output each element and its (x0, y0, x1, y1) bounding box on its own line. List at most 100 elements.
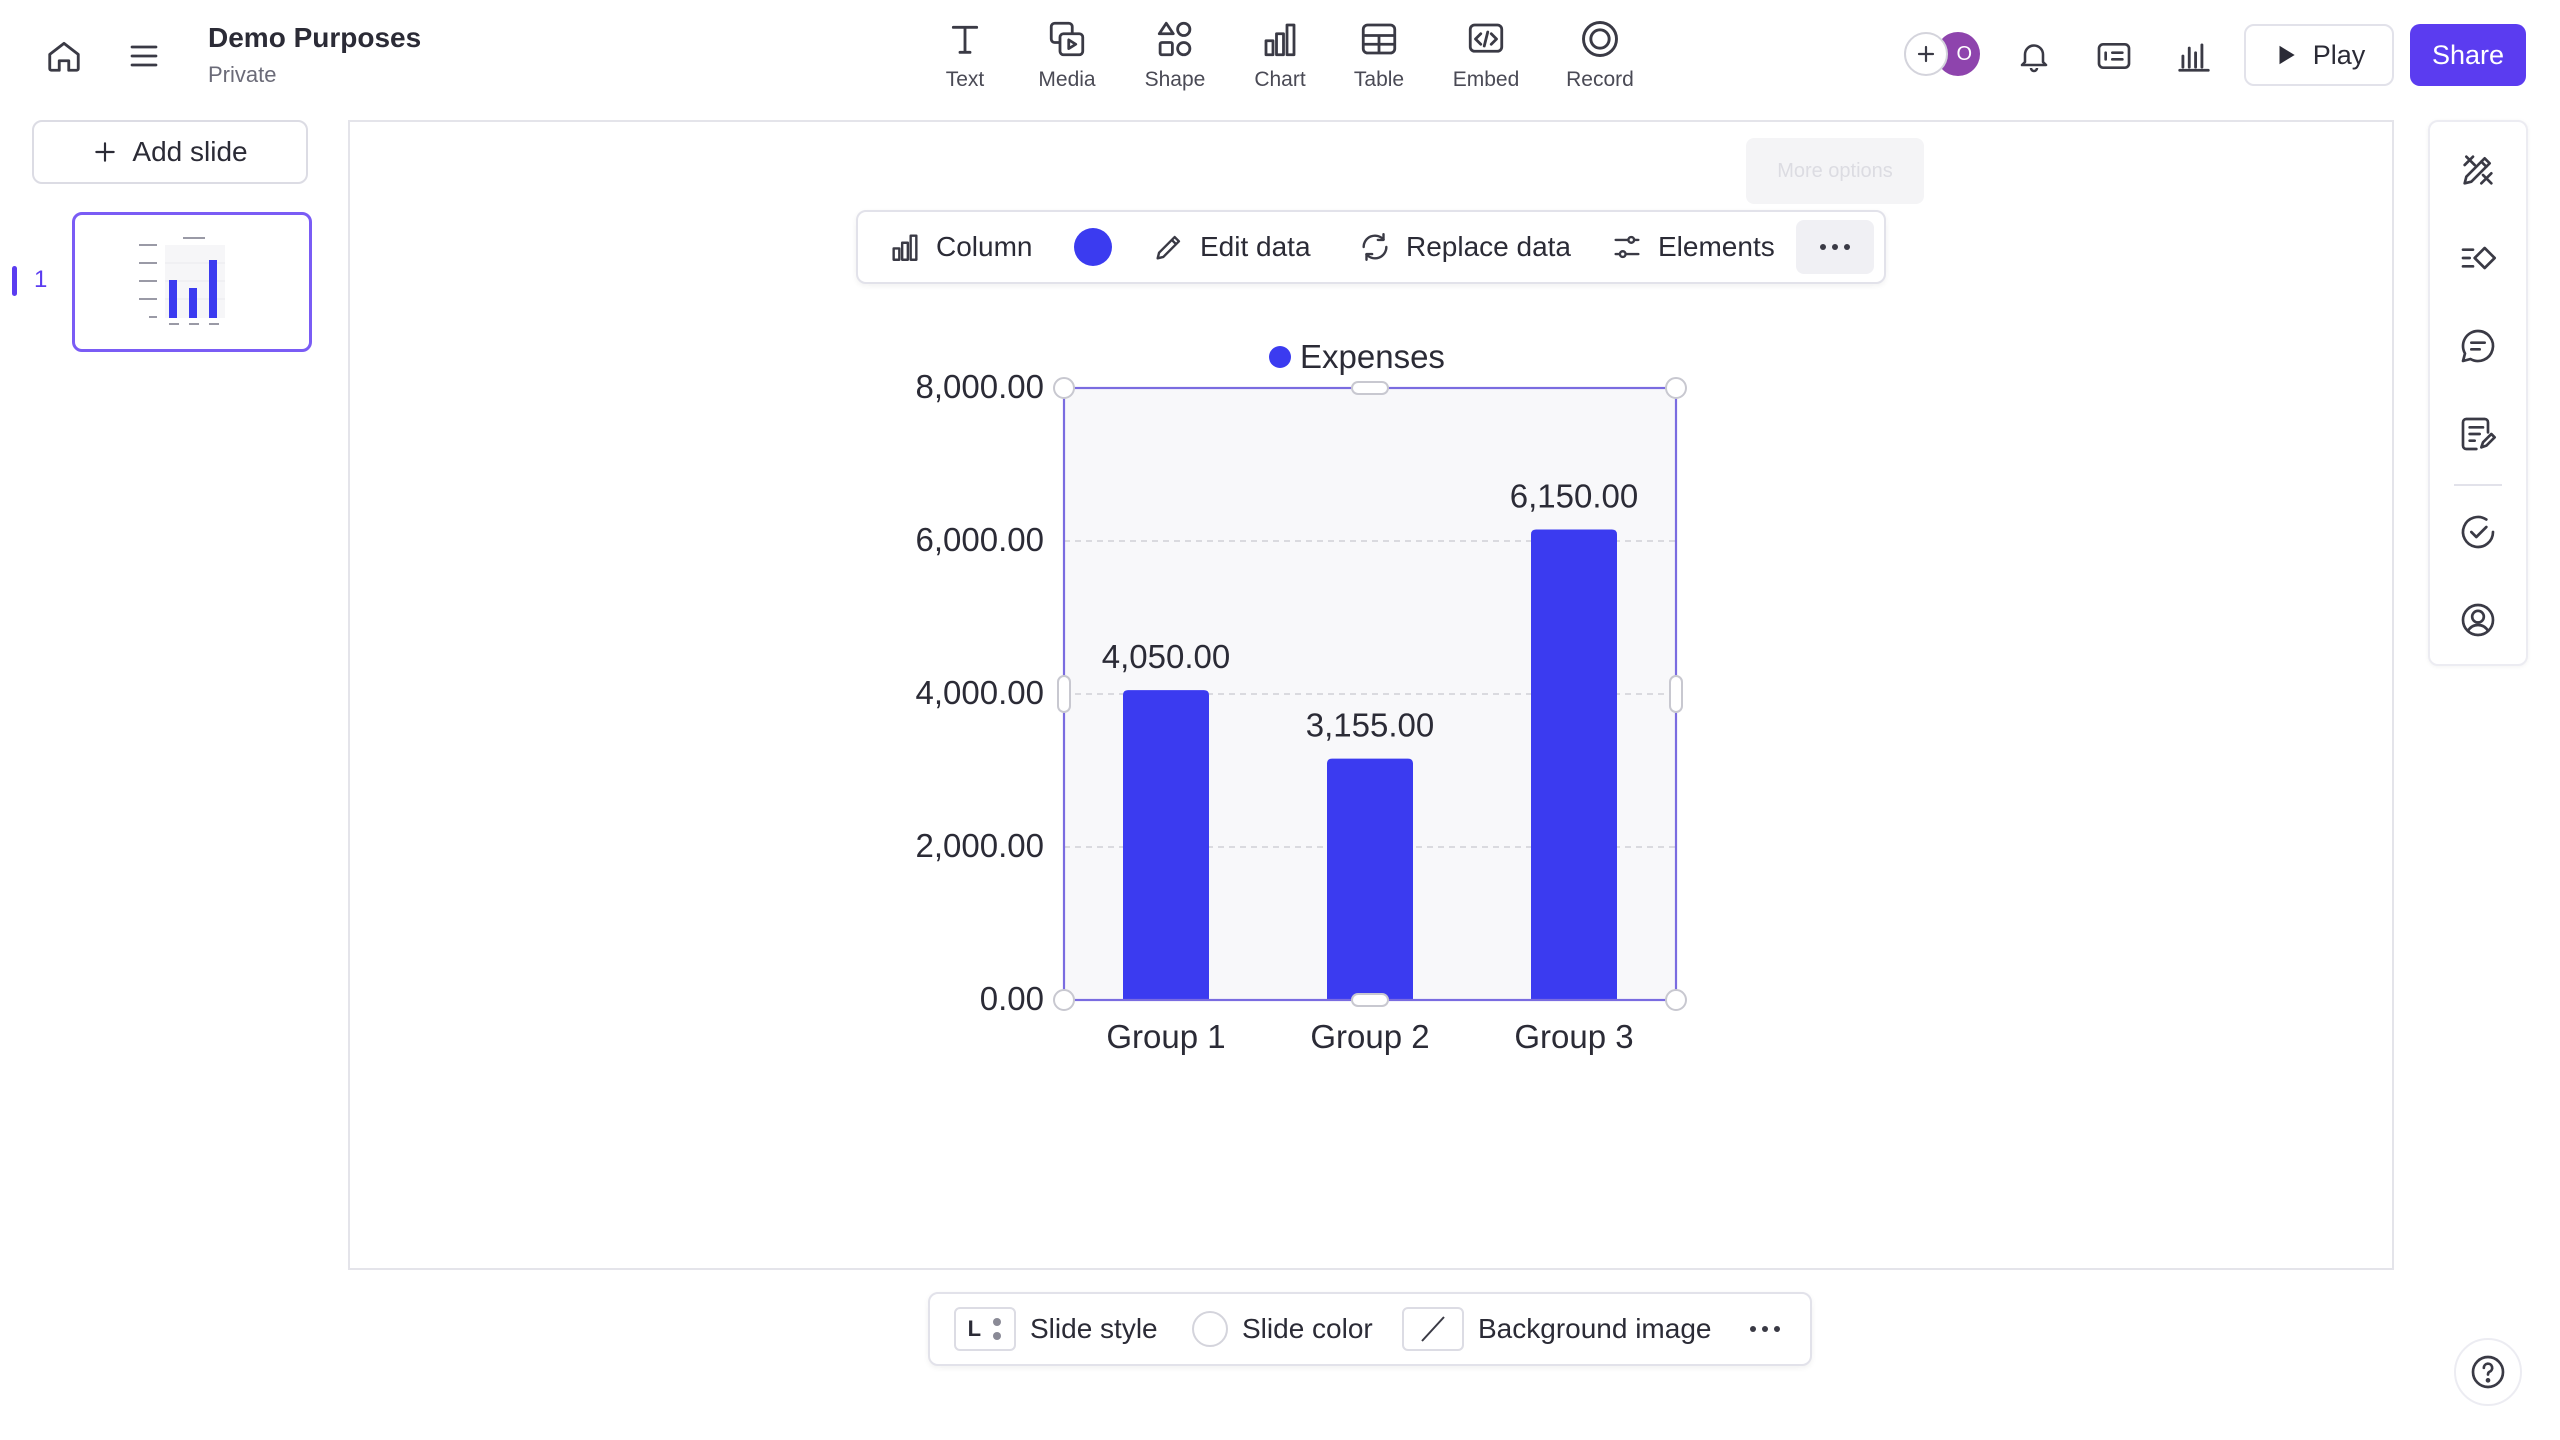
tool-media[interactable]: Media (1032, 14, 1102, 98)
plus-icon (1917, 45, 1935, 63)
y-tick-label: 6,000.00 (916, 521, 1044, 558)
media-icon (1049, 21, 1085, 57)
results-button[interactable] (2166, 28, 2222, 84)
y-tick-label: 8,000.00 (916, 368, 1044, 405)
edit-data-label: Edit data (1200, 231, 1311, 262)
right-sidebar (2428, 120, 2528, 666)
play-label: Play (2312, 39, 2366, 70)
data-label: 3,155.00 (1306, 707, 1434, 744)
presenter-card-icon (2097, 43, 2131, 69)
hamburger-icon (130, 45, 158, 67)
chart-type-button[interactable]: Column (888, 212, 1032, 282)
tool-embed[interactable]: Embed (1451, 14, 1521, 98)
play-icon (2279, 45, 2295, 65)
avatar-initial: O (1956, 42, 1972, 65)
help-button[interactable] (2454, 1338, 2522, 1406)
bar (1123, 690, 1209, 1000)
bar-chart-icon (2178, 43, 2210, 72)
checklist-button[interactable] (2430, 500, 2526, 564)
data-label: 4,050.00 (1102, 638, 1230, 675)
legend-marker (1269, 346, 1291, 368)
plus-icon (95, 142, 116, 162)
more-options-button[interactable] (1796, 220, 1874, 274)
interactivity-button[interactable] (2430, 226, 2526, 290)
presenter-view-button[interactable] (2086, 28, 2142, 84)
background-image-button[interactable]: Background image (1402, 1294, 1711, 1364)
tool-chart[interactable]: Chart (1250, 14, 1310, 98)
speaker-notes-button[interactable] (2430, 402, 2526, 466)
edit-data-button[interactable]: Edit data (1152, 212, 1311, 282)
slide-number: 1 (34, 266, 48, 293)
sliders-icon (1614, 235, 1640, 259)
record-icon (1582, 21, 1618, 57)
slide-style-button[interactable]: L Slide style (954, 1294, 1158, 1364)
active-slide-indicator (12, 266, 17, 296)
replace-data-button[interactable]: Replace data (1358, 212, 1571, 282)
tool-shape[interactable]: Shape (1140, 14, 1210, 98)
design-tools-button[interactable] (2430, 138, 2526, 202)
tool-text[interactable]: Text (935, 14, 995, 98)
invite-collaborator-button[interactable] (1904, 32, 1948, 76)
y-tick-label: 4,000.00 (916, 674, 1044, 711)
x-tick-label: Group 2 (1310, 1018, 1429, 1055)
resize-handle-edge (1351, 993, 1389, 1007)
bar (1327, 758, 1413, 1000)
tool-media-label: Media (1038, 68, 1096, 91)
home-button[interactable] (36, 28, 92, 84)
profile-button[interactable] (2430, 588, 2526, 652)
resize-handle-corner (1053, 377, 1075, 399)
help-icon (2471, 1355, 2505, 1389)
chart-type-label: Column (936, 231, 1033, 262)
tool-shape-label: Shape (1144, 68, 1206, 91)
x-tick-label: Group 1 (1106, 1018, 1225, 1055)
resize-handle-edge (1351, 381, 1389, 395)
add-slide-button[interactable]: Add slide (32, 120, 308, 184)
elements-label: Elements (1658, 231, 1775, 262)
slide-color-swatch (1192, 1311, 1228, 1347)
replace-data-label: Replace data (1406, 231, 1572, 262)
tool-record[interactable]: Record (1563, 14, 1637, 98)
slide-style-label: Slide style (1030, 1313, 1158, 1344)
document-visibility: Private (208, 62, 277, 87)
background-image-label: Background image (1478, 1313, 1712, 1344)
notes-icon (2461, 417, 2496, 451)
tool-chart-label: Chart (1254, 68, 1306, 91)
menu-button[interactable] (116, 28, 172, 84)
interactivity-icon (2461, 246, 2496, 270)
chart-color-swatch[interactable] (1074, 228, 1112, 266)
column-chart-icon (892, 234, 918, 261)
resize-handle-corner (1053, 989, 1075, 1011)
embed-icon (1468, 23, 1504, 53)
tool-table-label: Table (1353, 68, 1405, 91)
more-options-tooltip: More options (1746, 138, 1924, 204)
chart-toolbar: Column Edit data Replace data Elements (856, 210, 1886, 284)
more-horizontal-icon (1820, 244, 1850, 250)
tool-record-label: Record (1566, 68, 1634, 91)
shape-icon (1157, 21, 1192, 57)
slide-color-button[interactable]: Slide color (1192, 1294, 1373, 1364)
user-circle-icon (2461, 603, 2495, 637)
dots-vertical-icon (993, 1318, 1002, 1340)
tool-table[interactable]: Table (1349, 14, 1409, 98)
elements-button[interactable]: Elements (1610, 212, 1775, 282)
comments-button[interactable] (2430, 314, 2526, 378)
add-slide-label: Add slide (132, 136, 248, 167)
play-button[interactable]: Play (2244, 24, 2394, 86)
share-button[interactable]: Share (2410, 24, 2526, 86)
column-chart[interactable]: 0.00 2,000.00 4,000.00 6,000.00 8,000.00 4,05… (880, 320, 1720, 1080)
refresh-icon (1362, 233, 1388, 261)
notifications-button[interactable] (2006, 28, 2062, 84)
resize-handle-corner (1665, 377, 1687, 399)
data-label: 6,150.00 (1510, 478, 1638, 515)
design-tools-icon (2463, 155, 2493, 185)
no-image-slash-icon (1421, 1316, 1445, 1342)
slide-thumbnail[interactable] (72, 212, 312, 352)
slide-color-label: Slide color (1242, 1313, 1373, 1344)
document-title[interactable]: Demo Purposes (208, 22, 422, 53)
tool-embed-label: Embed (1452, 68, 1520, 91)
bell-icon (2020, 44, 2048, 73)
resize-handle-edge (1057, 675, 1071, 713)
comment-icon (2461, 329, 2495, 363)
background-image-swatch (1402, 1307, 1464, 1351)
slide-more-options-button[interactable] (1748, 1294, 1782, 1364)
